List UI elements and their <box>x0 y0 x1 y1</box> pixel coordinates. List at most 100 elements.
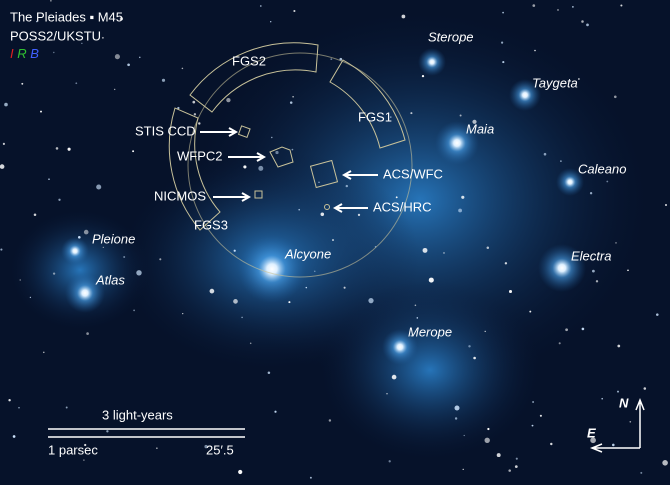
star <box>539 414 542 417</box>
star <box>462 468 464 471</box>
star <box>459 114 462 117</box>
star <box>572 6 574 8</box>
star <box>565 328 568 332</box>
star <box>305 286 308 289</box>
star <box>502 61 505 64</box>
star <box>496 453 501 458</box>
star-label: Merope <box>408 324 452 339</box>
instrument-label: FGS1 <box>358 109 392 124</box>
survey: POSS2/UKSTU <box>10 28 101 43</box>
star <box>0 164 5 169</box>
star <box>289 101 293 104</box>
star <box>529 310 532 313</box>
star <box>275 150 279 155</box>
star-label: Pleione <box>92 231 135 246</box>
star <box>238 469 243 475</box>
instrument-label: FGS2 <box>232 53 266 68</box>
star <box>18 406 20 409</box>
star <box>127 63 130 67</box>
star <box>181 67 184 70</box>
star <box>83 229 89 235</box>
star <box>514 465 518 468</box>
star <box>192 100 196 104</box>
star <box>271 136 273 139</box>
star <box>581 327 585 331</box>
star <box>177 106 180 110</box>
star <box>193 113 197 116</box>
star <box>81 42 83 44</box>
star <box>40 110 42 113</box>
star <box>601 397 603 400</box>
star <box>590 437 596 444</box>
star <box>357 213 361 217</box>
star <box>55 147 59 150</box>
star <box>606 180 609 183</box>
star <box>309 476 312 479</box>
star <box>67 147 71 151</box>
star <box>578 78 580 80</box>
filter: I <box>10 46 14 61</box>
star <box>395 196 398 199</box>
star <box>343 286 346 289</box>
star <box>508 469 511 472</box>
star <box>515 457 518 460</box>
star <box>640 471 643 474</box>
star <box>259 5 262 7</box>
star <box>586 23 589 27</box>
filter: B <box>30 46 39 61</box>
star <box>454 417 458 420</box>
star <box>388 460 391 463</box>
star <box>292 96 294 98</box>
star-label: Maia <box>466 121 494 136</box>
star <box>132 150 135 153</box>
scale-bar: 3 light-years 1 parsec 25′.5 <box>48 407 245 457</box>
star <box>83 459 85 461</box>
star <box>627 269 629 272</box>
star <box>595 280 599 283</box>
star-label: Electra <box>571 248 611 263</box>
star <box>486 246 490 249</box>
star <box>458 208 463 213</box>
star <box>487 427 490 431</box>
star <box>592 269 595 273</box>
star <box>612 443 615 447</box>
star <box>33 213 37 217</box>
star <box>620 4 623 7</box>
star <box>543 152 547 156</box>
star <box>443 252 445 254</box>
star <box>401 14 406 19</box>
filter: R <box>17 46 26 61</box>
star <box>502 11 504 14</box>
star <box>504 262 508 265</box>
arrows <box>200 127 378 213</box>
star <box>52 272 56 275</box>
star <box>484 330 486 333</box>
star <box>414 304 417 307</box>
star <box>560 160 562 162</box>
instrument-label: ACS/HRC <box>373 199 432 214</box>
title: The Pleiades ▪ M45 <box>10 9 123 24</box>
star <box>643 387 647 390</box>
star <box>291 148 294 151</box>
star <box>534 49 536 52</box>
star <box>468 345 471 348</box>
star <box>102 246 104 249</box>
star <box>390 116 392 118</box>
star <box>614 95 617 99</box>
star <box>50 0 52 2</box>
instrument-label: WFPC2 <box>177 148 223 163</box>
star <box>532 401 535 403</box>
star <box>182 312 184 315</box>
star <box>428 277 434 283</box>
star <box>484 437 490 443</box>
star <box>293 9 296 13</box>
star-label: Taygeta <box>532 75 578 90</box>
star <box>318 181 320 183</box>
star <box>332 239 334 241</box>
instrument-label: FGS3 <box>194 217 228 232</box>
star <box>226 97 231 103</box>
north: N <box>619 395 629 410</box>
star-label: Atlas <box>95 272 125 287</box>
star <box>656 313 659 316</box>
star <box>198 122 201 125</box>
